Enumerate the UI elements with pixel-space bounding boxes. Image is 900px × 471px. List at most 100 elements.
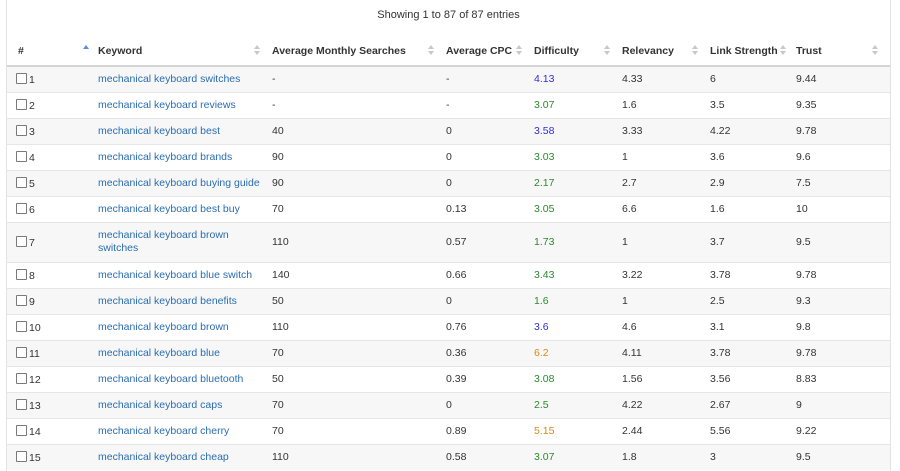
row-number-cell: 8 <box>7 261 92 288</box>
relevancy-cell: 3.33 <box>616 117 704 144</box>
cpc-cell: 0.89 <box>440 417 528 444</box>
row-number-cell: 13 <box>7 391 92 418</box>
link-strength-cell: 3.5 <box>704 91 790 118</box>
difficulty-value: 3.05 <box>534 203 555 215</box>
keyword-cell: mechanical keyboard cheap <box>92 443 266 470</box>
trust-cell: 9.6 <box>790 143 890 170</box>
link-strength-cell: 3.56 <box>704 365 790 392</box>
sort-icon[interactable] <box>692 45 698 56</box>
keyword-link[interactable]: mechanical keyboard best buy <box>98 202 240 215</box>
cpc-cell: 0 <box>440 117 528 144</box>
sort-icon[interactable] <box>604 45 610 56</box>
keyword-link[interactable]: mechanical keyboard bluetooth <box>98 372 244 385</box>
row-number: 5 <box>29 177 35 190</box>
sort-icon[interactable] <box>872 45 878 56</box>
row-checkbox[interactable] <box>16 235 27 247</box>
row-checkbox[interactable] <box>16 320 27 332</box>
difficulty-cell: 3.03 <box>528 143 616 170</box>
column-header-difficulty[interactable]: Difficulty <box>528 36 616 67</box>
difficulty-cell: 2.17 <box>528 169 616 196</box>
column-label: Link Strength <box>710 44 778 57</box>
trust-cell: 9.8 <box>790 313 890 340</box>
sort-icon[interactable] <box>254 45 260 56</box>
keyword-link[interactable]: mechanical keyboard switches <box>98 72 241 85</box>
keyword-link[interactable]: mechanical keyboard brands <box>98 150 233 163</box>
keyword-link[interactable]: mechanical keyboard brown <box>98 320 229 333</box>
difficulty-value: 2.5 <box>534 399 549 411</box>
keyword-link[interactable]: mechanical keyboard blue switch <box>98 268 253 281</box>
relevancy-cell: 1.6 <box>616 91 704 118</box>
row-checkbox[interactable] <box>16 372 27 384</box>
cpc-cell: 0 <box>440 143 528 170</box>
link-strength-cell: 2.5 <box>704 287 790 314</box>
column-header-searches[interactable]: Average Monthly Searches <box>266 36 440 67</box>
sort-ascending-icon[interactable] <box>83 45 89 56</box>
searches-cell: 70 <box>266 391 440 418</box>
row-number: 15 <box>29 451 41 464</box>
column-header-cpc[interactable]: Average CPC <box>440 36 528 67</box>
keyword-cell: mechanical keyboard caps <box>92 391 266 418</box>
row-checkbox[interactable] <box>16 268 27 280</box>
row-checkbox[interactable] <box>16 294 27 306</box>
link-strength-cell: 3.78 <box>704 261 790 288</box>
row-checkbox[interactable] <box>16 98 27 110</box>
row-checkbox[interactable] <box>16 124 27 136</box>
column-header-link-strength[interactable]: Link Strength <box>704 36 790 67</box>
keyword-link[interactable]: mechanical keyboard blue <box>98 346 220 359</box>
keyword-link[interactable]: mechanical keyboard cheap <box>98 450 229 463</box>
row-number: 2 <box>29 99 35 112</box>
keyword-link[interactable]: mechanical keyboard buying guide <box>98 176 260 189</box>
keyword-link[interactable]: mechanical keyboard benefits <box>98 294 237 307</box>
table-row: 15 mechanical keyboard cheap 110 0.58 3.07 1.… <box>7 443 890 470</box>
cpc-cell: 0.13 <box>440 195 528 222</box>
column-header-num[interactable]: # <box>7 36 92 67</box>
link-strength-cell: 1.6 <box>704 195 790 222</box>
row-number-cell: 11 <box>7 339 92 366</box>
row-number: 10 <box>29 321 41 334</box>
row-checkbox[interactable] <box>16 398 27 410</box>
difficulty-value: 3.58 <box>534 125 555 137</box>
relevancy-cell: 4.11 <box>616 339 704 366</box>
difficulty-cell: 1.73 <box>528 221 616 262</box>
row-checkbox[interactable] <box>16 424 27 436</box>
keyword-link[interactable]: mechanical keyboard best <box>98 124 220 137</box>
keyword-link[interactable]: mechanical keyboard cherry <box>98 424 230 437</box>
sort-icon[interactable] <box>428 45 434 56</box>
keyword-link[interactable]: mechanical keyboard caps <box>98 398 223 411</box>
row-number-cell: 5 <box>7 169 92 196</box>
keyword-link[interactable]: mechanical keyboard brown switches <box>98 229 229 254</box>
relevancy-cell: 4.22 <box>616 391 704 418</box>
sort-icon[interactable] <box>780 45 786 56</box>
searches-cell: 110 <box>266 443 440 470</box>
row-checkbox[interactable] <box>16 202 27 214</box>
row-checkbox[interactable] <box>16 72 27 84</box>
link-strength-cell: 3.78 <box>704 339 790 366</box>
trust-cell: 9.3 <box>790 287 890 314</box>
relevancy-cell: 1.8 <box>616 443 704 470</box>
searches-cell: 50 <box>266 287 440 314</box>
cpc-cell: - <box>440 65 528 92</box>
trust-cell: 9.5 <box>790 221 890 262</box>
difficulty-value: 5.15 <box>534 425 555 437</box>
column-header-trust[interactable]: Trust <box>790 36 890 67</box>
column-header-keyword[interactable]: Keyword <box>92 36 266 67</box>
row-checkbox[interactable] <box>16 346 27 358</box>
cpc-cell: 0.66 <box>440 261 528 288</box>
difficulty-value: 3.07 <box>534 99 555 111</box>
sort-icon[interactable] <box>516 45 522 56</box>
searches-cell: - <box>266 65 440 92</box>
keyword-cell: mechanical keyboard bluetooth <box>92 365 266 392</box>
row-checkbox[interactable] <box>16 150 27 162</box>
difficulty-cell: 3.43 <box>528 261 616 288</box>
searches-cell: 110 <box>266 221 440 262</box>
keyword-cell: mechanical keyboard reviews <box>92 91 266 118</box>
keyword-link[interactable]: mechanical keyboard reviews <box>98 98 236 111</box>
column-header-relevancy[interactable]: Relevancy <box>616 36 704 67</box>
keyword-cell: mechanical keyboard best buy <box>92 195 266 222</box>
row-checkbox[interactable] <box>16 450 27 462</box>
table-header-row: # Keyword Average Monthly Searches Avera… <box>7 36 890 67</box>
keyword-cell: mechanical keyboard brown <box>92 313 266 340</box>
row-checkbox[interactable] <box>16 176 27 188</box>
table-row: 14 mechanical keyboard cherry 70 0.89 5.15 2.… <box>7 417 890 444</box>
difficulty-value: 3.08 <box>534 373 555 385</box>
